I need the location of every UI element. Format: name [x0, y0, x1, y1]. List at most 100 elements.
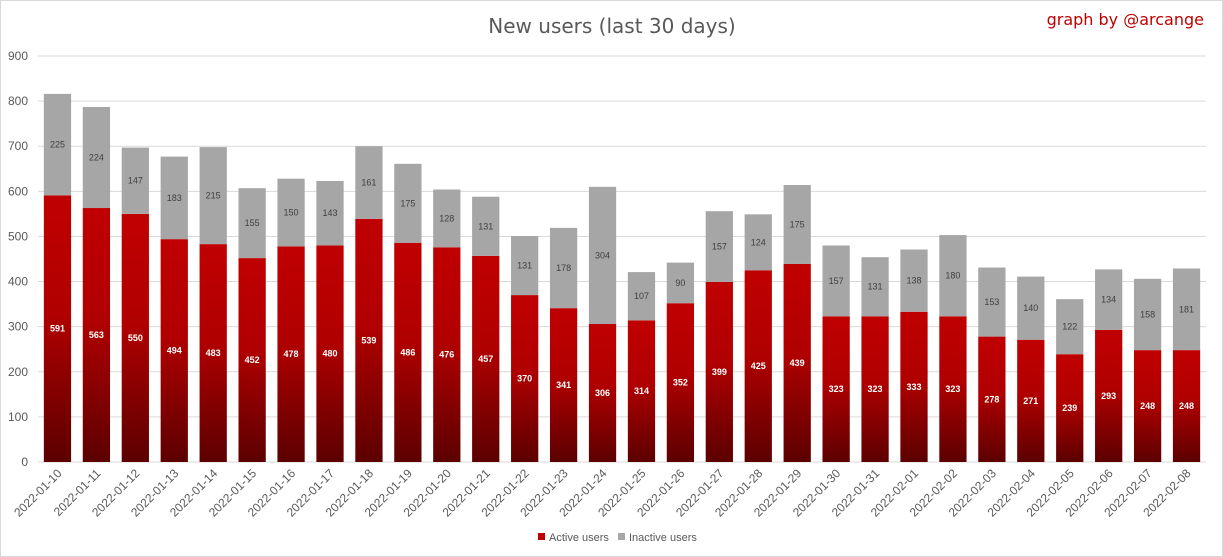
- y-tick-label: 700: [8, 139, 28, 153]
- chart-credit: graph by @arcange: [1047, 10, 1204, 29]
- legend-label-inactive: Inactive users: [629, 532, 697, 544]
- data-label-inactive: 175: [790, 219, 805, 229]
- data-label-inactive: 131: [517, 261, 532, 271]
- bar-inactive: [433, 189, 461, 248]
- bar-inactive: [1172, 268, 1201, 351]
- data-label-inactive: 107: [634, 291, 649, 301]
- bar-inactive: [783, 185, 811, 264]
- bar-active: [472, 255, 500, 462]
- data-label-inactive: 143: [322, 208, 337, 218]
- bar-inactive: [394, 163, 422, 243]
- data-label-active: 425: [751, 361, 766, 371]
- bar-inactive: [238, 188, 266, 259]
- legend: Active users Inactive users: [538, 532, 697, 544]
- bar-active: [433, 247, 461, 462]
- y-tick-label: 400: [8, 275, 28, 289]
- bar-active: [160, 239, 188, 462]
- data-label-active: 483: [206, 348, 221, 358]
- bar-inactive: [43, 93, 72, 196]
- legend-label-active: Active users: [549, 532, 609, 544]
- bar-active: [394, 242, 422, 462]
- bar-inactive: [627, 272, 656, 321]
- bar-active: [900, 311, 928, 462]
- bar-active: [822, 316, 850, 462]
- data-label-inactive: 124: [751, 237, 766, 247]
- legend-swatch-inactive: [618, 533, 625, 540]
- data-label-inactive: 215: [206, 191, 221, 201]
- data-label-active: 323: [945, 384, 960, 394]
- data-label-inactive: 180: [945, 271, 960, 281]
- data-label-inactive: 175: [400, 198, 415, 208]
- bar-active: [978, 336, 1006, 462]
- bar-active: [511, 295, 539, 462]
- bar-inactive: [121, 147, 149, 214]
- data-label-inactive: 224: [89, 153, 104, 163]
- data-label-inactive: 178: [556, 263, 571, 273]
- chart-title: New users (last 30 days): [488, 14, 735, 38]
- data-label-active: 352: [673, 378, 688, 388]
- data-label-inactive: 161: [361, 178, 376, 188]
- data-label-active: 248: [1179, 401, 1194, 411]
- bar-inactive: [160, 156, 188, 240]
- bar-inactive: [1056, 299, 1084, 355]
- bar-inactive: [549, 227, 578, 309]
- data-label-active: 306: [595, 388, 610, 398]
- bar-inactive: [1095, 269, 1123, 330]
- bar-active: [627, 320, 656, 462]
- data-label-inactive: 134: [1101, 295, 1116, 305]
- data-label-inactive: 304: [595, 250, 610, 260]
- bar-active: [549, 308, 578, 462]
- data-label-active: 323: [868, 384, 883, 394]
- bar-active: [783, 263, 811, 462]
- bar-inactive: [861, 257, 889, 317]
- bar-inactive: [277, 178, 305, 247]
- data-label-inactive: 122: [1062, 322, 1077, 332]
- bar-inactive: [82, 106, 111, 209]
- bar-active: [355, 218, 383, 462]
- bar-inactive: [900, 249, 928, 312]
- bar-active: [199, 244, 227, 462]
- data-label-active: 486: [400, 347, 415, 357]
- legend-swatch-active: [538, 533, 545, 540]
- data-label-active: 333: [906, 382, 921, 392]
- data-label-active: 323: [829, 384, 844, 394]
- data-label-active: 278: [984, 394, 999, 404]
- gridlines: [38, 55, 1206, 463]
- data-label-inactive: 131: [478, 221, 493, 231]
- data-label-inactive: 128: [439, 213, 454, 223]
- data-label-inactive: 140: [1023, 303, 1038, 313]
- bar-active: [1056, 354, 1084, 462]
- data-label-inactive: 153: [984, 297, 999, 307]
- y-tick-label: 200: [8, 365, 28, 379]
- data-label-active: 478: [284, 349, 299, 359]
- bar-active: [43, 195, 72, 463]
- data-label-inactive: 131: [868, 282, 883, 292]
- data-label-active: 550: [128, 333, 143, 343]
- bar-inactive: [978, 267, 1006, 337]
- data-label-inactive: 150: [284, 208, 299, 218]
- bar-inactive: [1017, 276, 1045, 340]
- y-tick-label: 0: [21, 455, 28, 469]
- bar-active: [1172, 350, 1201, 462]
- bar-active: [939, 316, 967, 462]
- bar-active: [316, 245, 344, 462]
- bar-active: [238, 258, 266, 462]
- bar-inactive: [822, 245, 850, 317]
- y-tick-label: 600: [8, 184, 28, 198]
- data-label-active: 539: [361, 335, 376, 345]
- y-tick-label: 300: [8, 320, 28, 334]
- y-tick-label: 900: [8, 49, 28, 63]
- data-label-inactive: 138: [906, 276, 921, 286]
- data-label-active: 271: [1023, 396, 1038, 406]
- data-label-inactive: 225: [50, 140, 65, 150]
- data-label-inactive: 183: [167, 193, 182, 203]
- data-label-active: 476: [439, 350, 454, 360]
- bar-inactive: [705, 211, 733, 283]
- data-label-active: 341: [556, 380, 571, 390]
- data-label-active: 314: [634, 386, 649, 396]
- bar-active: [861, 316, 889, 462]
- bar-active: [82, 208, 111, 462]
- data-label-inactive: 155: [245, 218, 260, 228]
